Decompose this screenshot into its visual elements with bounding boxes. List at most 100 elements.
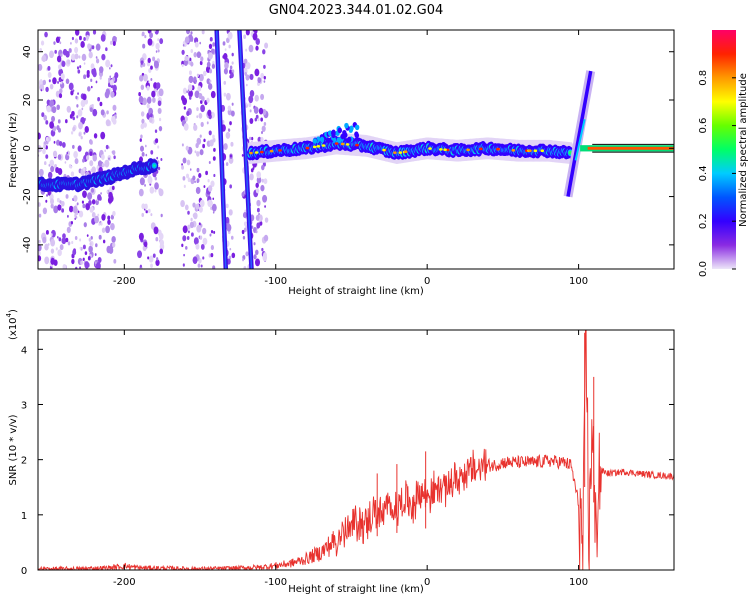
heatmap-noise-cell [160,157,163,161]
heatmap-noise-cell [225,216,230,224]
heatmap-noise-cell [154,182,159,190]
heatmap-hot-cell [443,148,447,152]
heatmap-noise-cell [38,202,41,207]
heatmap-noise-cell [209,139,214,147]
heatmap-noise-cell [206,78,211,85]
heatmap-noise-cell [212,265,216,269]
heatmap-noise-cell [78,35,82,41]
heatmap-noise-cell [65,119,68,124]
heatmap-noise-cell [186,173,190,179]
heatmap-noise-cell [65,50,70,58]
heatmap-noise-cell [111,150,114,154]
heatmap-noise-cell [89,242,92,246]
heatmap-noise-cell [231,102,234,106]
heatmap-bump-cell [319,136,325,143]
heatmap-noise-cell [158,188,162,194]
heatmap-noise-cell [243,227,247,233]
heatmap-noise-cell [195,203,200,210]
heatmap-hot-cell [269,149,274,153]
heatmap-noise-cell [230,72,234,79]
heatmap-noise-cell [158,88,164,97]
heatmap-noise-cell [38,250,41,257]
heatmap-noise-cell [254,258,261,267]
heatmap-noise-cell [159,248,164,255]
heatmap-noise-cell [223,68,228,75]
heatmap-noise-cell [181,60,185,66]
heatmap-noise-cell [227,105,231,111]
heatmap-noise-cell [191,232,194,237]
heatmap-y-tick-label: 40 [22,45,33,58]
heatmap-noise-cell [242,235,246,240]
heatmap-noise-cell [95,262,101,269]
heatmap-noise-cell [209,36,213,42]
heatmap-noise-cell [108,77,111,81]
heatmap-bump-cell [312,138,318,144]
heatmap-noise-cell [53,205,59,214]
heatmap-hot-cell [249,151,253,155]
heatmap-noise-cell [70,165,73,169]
heatmap-noise-cell [110,222,115,231]
heatmap-streak-core [238,30,253,269]
heatmap-noise-cell [253,106,259,114]
heatmap-hot-cell [340,142,345,146]
heatmap-noise-cell [148,255,154,263]
heatmap-noise-cell [151,90,156,98]
heatmap-noise-cell [112,84,117,92]
heatmap-hot-cell [466,148,470,152]
heatmap-noise-cell [146,103,150,109]
heatmap-noise-cell [89,107,93,113]
heatmap-marks [38,30,674,269]
heatmap-noise-cell [139,264,142,268]
heatmap-noise-cell [157,145,160,149]
heatmap-noise-cell [79,266,81,269]
heatmap-hot-cell [479,147,483,151]
heatmap-noise-cell [253,242,256,246]
heatmap-noise-cell [47,71,52,78]
heatmap-noise-cell [212,211,215,214]
heatmap-noise-cell [249,173,254,181]
heatmap-noise-cell [105,59,111,68]
heatmap-noise-cell [83,62,86,65]
heatmap-noise-cell [89,151,93,156]
colorbar-tick-label: 0.0 [698,261,709,277]
heatmap-noise-cell [82,203,86,209]
heatmap-noise-cell [138,91,142,97]
heatmap-hot-cell [398,151,403,154]
heatmap-noise-cell [196,137,202,145]
heatmap-noise-cell [101,53,106,61]
heatmap-noise-cell [146,80,149,84]
heatmap-noise-cell [141,31,145,37]
heatmap-noise-cell [70,53,76,61]
heatmap-noise-cell [110,64,113,68]
heatmap-noise-cell [56,55,62,63]
heatmap-noise-cell [212,156,216,161]
heatmap-noise-cell [154,189,157,193]
heatmap-noise-cell [43,114,47,121]
heatmap-noise-cell [47,65,51,71]
heatmap-noise-cell [202,70,207,77]
heatmap-noise-cell [182,87,187,95]
heatmap-noise-cell [112,242,116,248]
heatmap-noise-cell [139,138,142,142]
heatmap-noise-cell [85,203,90,211]
heatmap-noise-cell [38,239,41,244]
heatmap-noise-cell [45,230,49,235]
heatmap-noise-cell [105,47,108,52]
heatmap-noise-cell [51,115,55,122]
heatmap-noise-cell [243,58,248,65]
heatmap-noise-cell [184,36,190,44]
heatmap-noise-cell [200,121,204,128]
heatmap-x-tick-label: -100 [264,276,287,287]
heatmap-noise-cell [228,44,231,49]
heatmap-bump-cell [342,129,347,136]
heatmap-hot-cell [345,143,350,146]
heatmap-noise-cell [147,208,151,214]
heatmap-noise-cell [95,56,98,59]
colorbar-gradient [712,30,736,269]
heatmap-noise-cell [145,210,148,214]
heatmap-noise-cell [62,142,66,148]
heatmap-trace-cell [568,150,573,155]
heatmap-noise-cell [97,194,102,201]
heatmap-noise-cell [245,30,250,36]
heatmap-noise-cell [99,76,102,80]
